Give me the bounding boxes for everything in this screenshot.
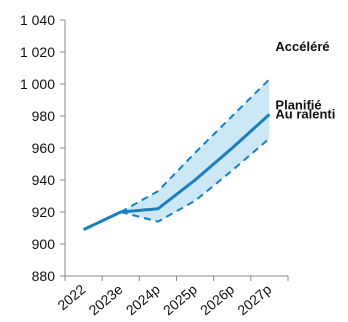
scenario-band xyxy=(120,79,270,222)
x-tick-label: 2027p xyxy=(234,281,274,318)
y-tick-label: 940 xyxy=(32,172,56,188)
y-tick-labels: 880 900 920 940 960 980 1 000 1 020 1 040 xyxy=(20,12,55,284)
y-tick-label: 920 xyxy=(32,204,56,220)
series-label-au-ralenti: Au ralenti xyxy=(275,106,335,121)
x-tick-label: 2023e xyxy=(86,281,126,318)
y-tick-label: 1 020 xyxy=(20,44,55,60)
y-tick-label: 880 xyxy=(32,268,56,284)
series-line-accelere xyxy=(120,78,271,213)
series-line-planifie xyxy=(82,113,271,231)
x-tick-label: 2022 xyxy=(54,281,88,313)
series-label-accelere: Accéléré xyxy=(275,39,329,54)
series-line-au-ralenti xyxy=(120,137,271,223)
y-tick-label: 980 xyxy=(32,108,56,124)
series-layer xyxy=(82,78,271,231)
chart-axes xyxy=(60,19,289,281)
y-tick-label: 960 xyxy=(32,140,56,156)
x-tick-label: 2024p xyxy=(123,281,163,318)
x-tick-label: 2026p xyxy=(197,281,237,318)
y-tick-label: 900 xyxy=(32,236,56,252)
series-label-planifie: Planifié xyxy=(275,97,321,112)
x-tick-label: 2025p xyxy=(160,281,200,318)
series-labels: Planifié Accéléré Au ralenti xyxy=(275,39,335,121)
y-tick-label: 1 040 xyxy=(20,12,55,28)
y-tick-label: 1 000 xyxy=(20,76,55,92)
